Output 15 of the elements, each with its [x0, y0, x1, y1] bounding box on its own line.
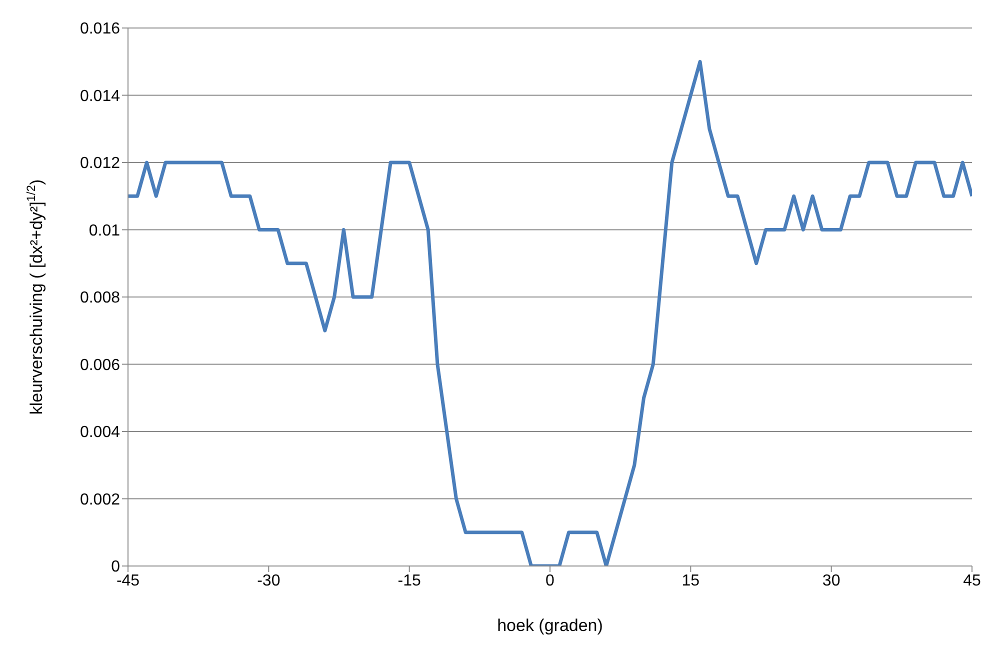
y-tick-label: 0.014: [80, 88, 120, 105]
y-tick-label: 0.002: [80, 491, 120, 508]
x-tick-label: 45: [963, 572, 981, 590]
y-tick-label: 0.008: [80, 290, 120, 307]
x-tick-label: 30: [822, 572, 840, 590]
y-tick-label: 0.016: [80, 20, 120, 38]
y-tick-label: 0.01: [88, 222, 120, 240]
x-tick-label: -15: [398, 572, 421, 590]
y-tick-label: 0.012: [80, 155, 120, 172]
x-axis-title: hoek (graden): [497, 616, 603, 635]
y-tick-label: 0.004: [80, 424, 120, 442]
x-tick-label: 0: [546, 572, 555, 590]
y-tick-label: 0.006: [80, 356, 120, 374]
x-tick-label: -30: [257, 572, 280, 590]
x-tick-label: 15: [682, 572, 700, 590]
